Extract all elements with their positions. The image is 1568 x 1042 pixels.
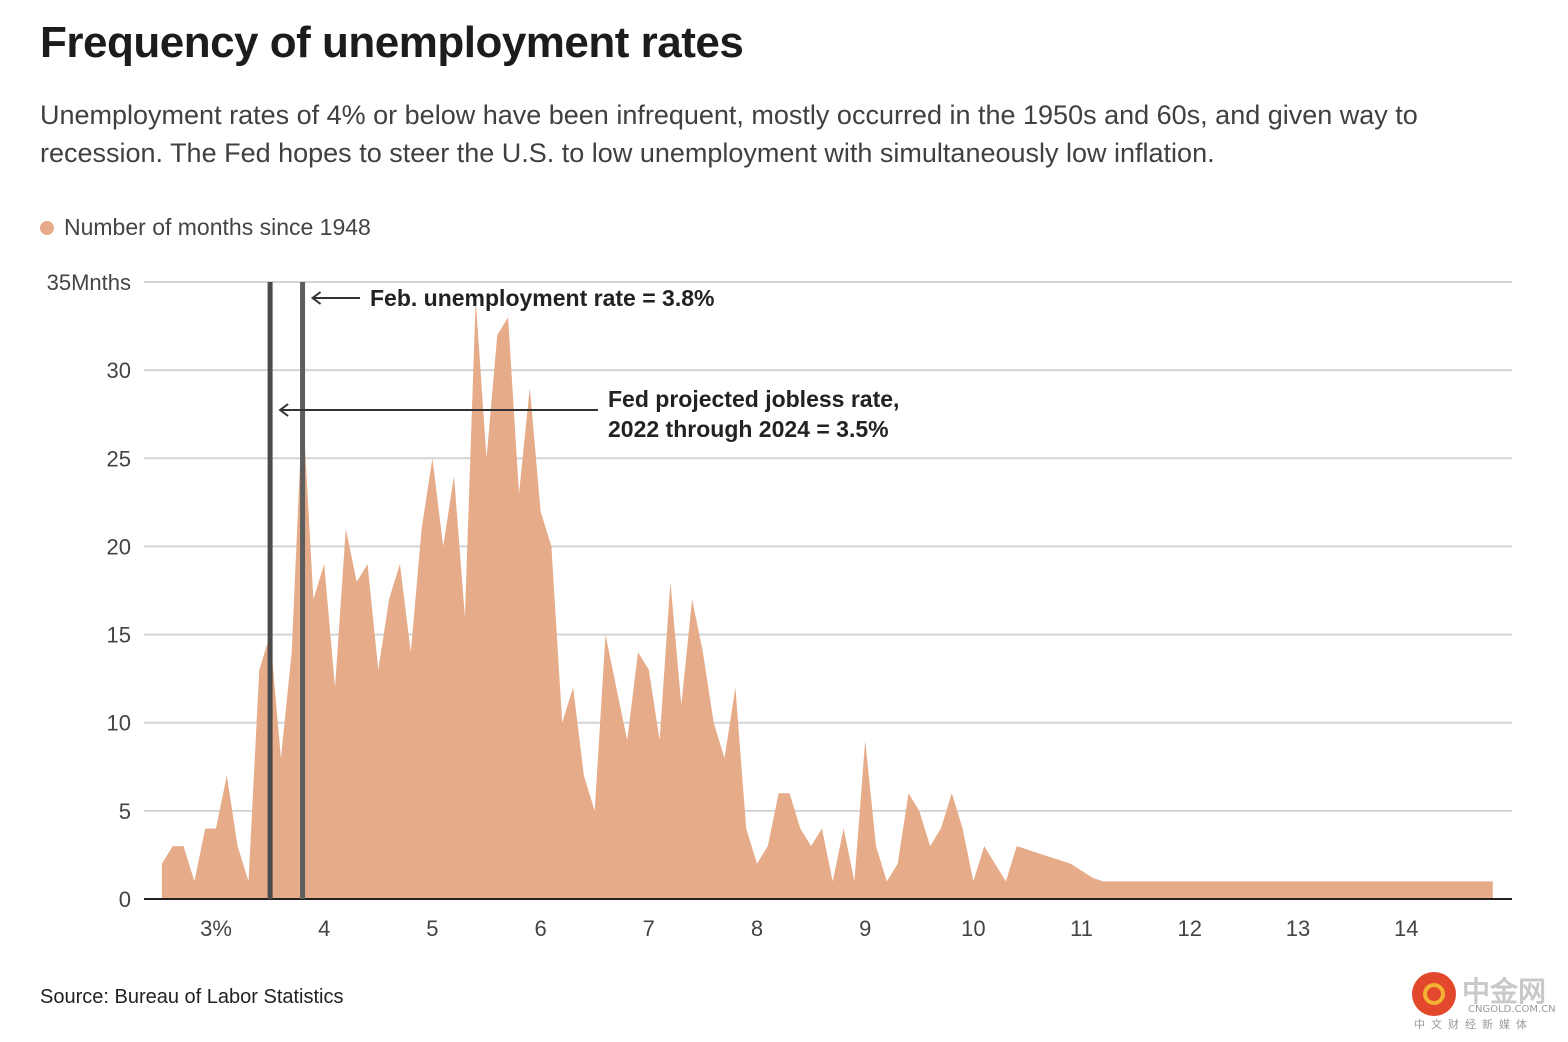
watermark-logo-icon — [1412, 972, 1456, 1016]
chart-title: Frequency of unemployment rates — [40, 18, 744, 67]
arrow-left-icon — [310, 291, 322, 305]
y-tick-label: 10 — [107, 711, 131, 736]
x-tick-label: 9 — [859, 916, 871, 941]
watermark-name: 中金网 — [1462, 975, 1547, 1008]
watermark-tagline: 中文财经新媒体 — [1414, 1018, 1533, 1031]
y-tick-label: 35Mnths — [47, 270, 131, 295]
x-tick-label: 7 — [643, 916, 655, 941]
chart-subtitle: Unemployment rates of 4% or below have b… — [40, 100, 1418, 168]
x-tick-label: 8 — [751, 916, 763, 941]
y-tick-label: 20 — [107, 534, 131, 559]
y-tick-label: 15 — [107, 623, 131, 648]
watermark-domain: CNGOLD.COM.CN — [1468, 1004, 1556, 1015]
x-tick-label: 11 — [1070, 916, 1093, 941]
feb-annotation-label: Feb. unemployment rate = 3.8% — [370, 285, 714, 311]
x-tick-label: 14 — [1394, 916, 1418, 941]
y-tick-label: 30 — [107, 358, 131, 383]
x-tick-label: 4 — [318, 916, 330, 941]
data-area — [161, 299, 1493, 900]
fed-annotation-label: 2022 through 2024 = 3.5% — [608, 416, 889, 442]
y-tick-label: 25 — [107, 446, 131, 471]
watermark: 中金网 CNGOLD.COM.CN 中文财经新媒体 — [1410, 968, 1560, 1034]
source-note: Source: Bureau of Labor Statistics — [40, 986, 344, 1008]
area-series — [161, 299, 1493, 900]
x-tick-label: 12 — [1178, 916, 1202, 941]
axes: 0 5 10 15 20 25 30 35Mnths 3% 4 5 6 7 8 9 10 11 12 13 14 — [47, 270, 1512, 941]
x-tick-label: 13 — [1286, 916, 1310, 941]
legend-swatch — [40, 220, 54, 235]
y-tick-label: 0 — [119, 887, 131, 912]
y-tick-label: 5 — [119, 799, 131, 824]
x-tick-label: 6 — [534, 916, 546, 941]
legend-label: Number of months since 1948 — [64, 214, 371, 240]
x-tick-label: 10 — [961, 916, 985, 941]
legend: Number of months since 1948 — [40, 214, 371, 241]
fed-annotation-label: Fed projected jobless rate, — [608, 386, 899, 412]
x-tick-label: 3% — [200, 916, 232, 941]
reference-lines — [267, 282, 306, 899]
annotations: Fed projected jobless rate, 2022 through … — [278, 285, 899, 442]
arrow-left-icon — [278, 403, 289, 417]
x-tick-label: 5 — [426, 916, 438, 941]
